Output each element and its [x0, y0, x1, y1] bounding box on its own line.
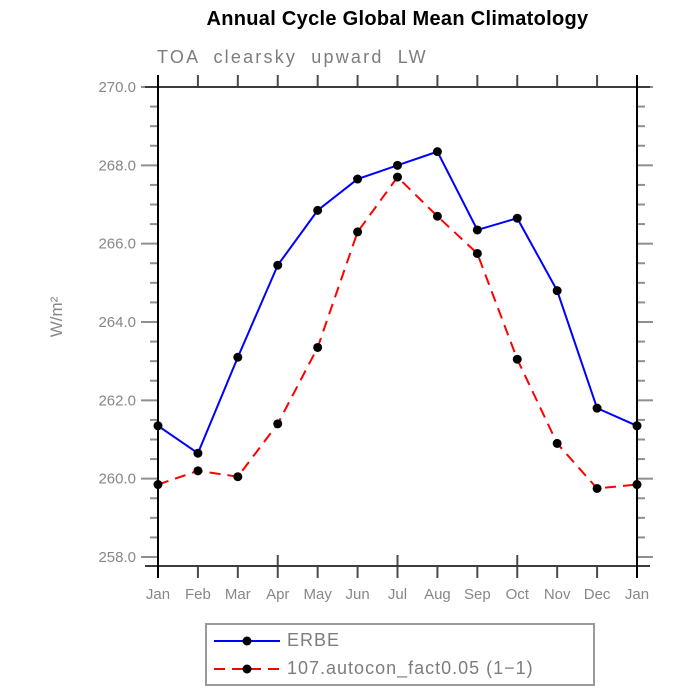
data-point-series-1: [353, 227, 363, 237]
data-point-series-0: [512, 213, 522, 223]
x-tick-label: Sep: [464, 586, 491, 603]
y-tick-label: 260.0: [98, 471, 136, 488]
x-tick-label: Mar: [225, 586, 251, 603]
data-point-series-1: [273, 419, 283, 429]
x-tick-label: Nov: [544, 586, 571, 603]
data-point-series-0: [592, 403, 602, 413]
data-point-series-1: [193, 466, 203, 476]
y-tick-label: 262.0: [98, 392, 136, 409]
legend-marker-dot: [242, 664, 252, 673]
data-point-series-0: [273, 260, 283, 270]
data-point-series-1: [432, 211, 442, 221]
y-tick-label: 264.0: [98, 314, 136, 331]
data-point-series-0: [193, 448, 203, 458]
chart-subtitle: TOA clearsky upward LW: [157, 47, 428, 67]
data-point-series-1: [153, 480, 163, 490]
series-line-1: [157, 175, 638, 490]
y-tick-label: 268.0: [98, 157, 136, 174]
data-point-series-0: [353, 174, 363, 184]
y-tick-label: 266.0: [98, 236, 136, 253]
chart-title: Annual Cycle Global Mean Climatology: [206, 8, 589, 30]
data-point-series-0: [393, 160, 402, 170]
x-tick-label: May: [303, 586, 332, 603]
y-tick-label: 258.0: [98, 549, 136, 566]
data-point-series-1: [472, 248, 482, 258]
data-point-series-1: [313, 342, 323, 352]
data-point-series-1: [552, 438, 562, 448]
legend-item-erbe: ERBE: [212, 628, 593, 654]
legend-line-sample-erbe: [214, 636, 280, 645]
x-tick-label: Jan: [625, 586, 649, 603]
data-point-series-0: [552, 286, 562, 296]
data-point-series-0: [472, 225, 482, 235]
data-point-series-0: [632, 421, 642, 431]
data-point-series-0: [432, 147, 442, 157]
data-point-series-0: [313, 205, 323, 215]
legend-label-model: 107.autocon_fact0.05 (1−1): [287, 658, 534, 678]
data-point-series-1: [393, 172, 402, 182]
x-tick-label: Aug: [424, 586, 451, 603]
x-tick-label: Jul: [388, 586, 407, 603]
legend-item-model: 107.autocon_fact0.05 (1−1): [212, 656, 593, 682]
data-point-series-0: [153, 421, 163, 431]
x-tick-label: Oct: [506, 586, 530, 603]
data-point-series-0: [233, 352, 243, 362]
legend-line-sample-model: [214, 664, 280, 673]
legend-marker-dot: [242, 636, 252, 645]
data-point-series-1: [632, 480, 642, 490]
series-line-0: [157, 150, 638, 455]
x-tick-label: Apr: [266, 586, 289, 603]
y-tick-label: 270.0: [98, 79, 136, 96]
y-axis-title: W/m²: [47, 296, 66, 337]
x-tick-label: Dec: [584, 586, 611, 603]
legend-label-erbe: ERBE: [287, 630, 341, 650]
legend: ERBE 107.autocon_fact0.05 (1−1): [205, 623, 595, 686]
data-point-series-1: [512, 354, 522, 364]
x-tick-label: Feb: [185, 586, 211, 603]
data-point-series-1: [233, 472, 243, 482]
data-point-series-1: [592, 483, 602, 493]
x-tick-label: Jun: [345, 586, 369, 603]
x-tick-label: Jan: [146, 586, 170, 603]
